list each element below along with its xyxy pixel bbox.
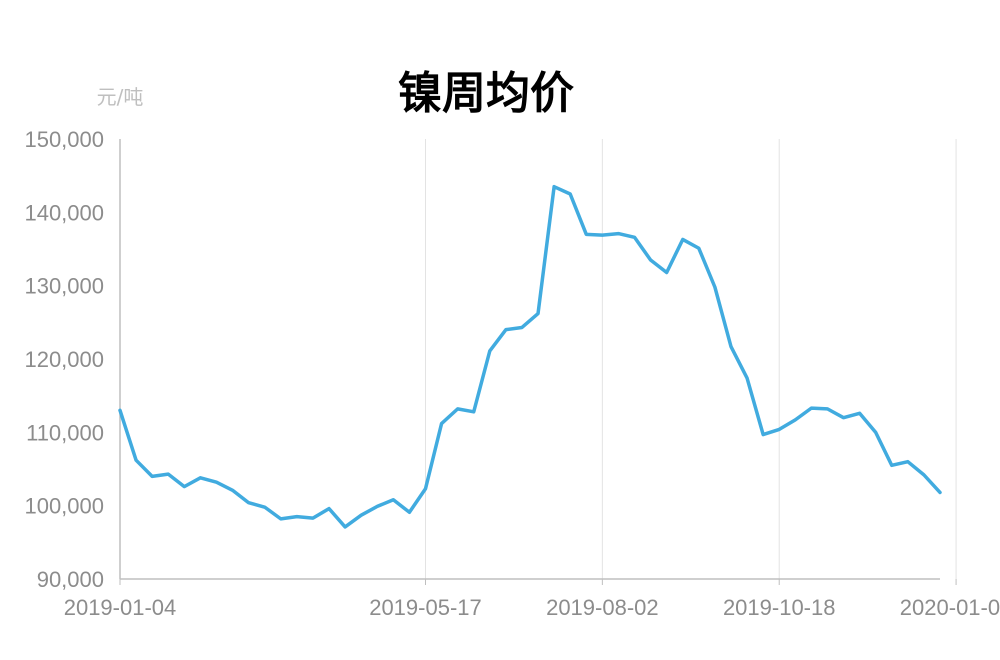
- y-tick-label: 110,000: [26, 420, 104, 445]
- y-tick-label: 100,000: [24, 494, 104, 519]
- y-tick-label: 90,000: [37, 567, 104, 592]
- y-tick-label: 140,000: [24, 200, 104, 225]
- series-layer: [118, 184, 942, 529]
- axes: [119, 139, 957, 585]
- x-tick-label: 2020-01-03: [900, 595, 1000, 620]
- x-tick-label: 2019-10-18: [723, 595, 836, 620]
- x-tick-label: 2019-08-02: [546, 595, 659, 620]
- y-tick-labels: 90,000 100,000 110,000 120,000 130,000 140,00…: [24, 127, 104, 592]
- gridlines: [424, 139, 957, 579]
- y-tick-label: 120,000: [24, 347, 104, 372]
- x-tick-label: 2019-01-04: [64, 595, 177, 620]
- y-tick-label: 150,000: [24, 127, 104, 152]
- x-tick-labels: 2019-01-04 2019-05-17 2019-08-02 2019-10-18…: [64, 595, 1000, 620]
- y-axis-unit-label: 元/吨: [97, 85, 144, 109]
- chart-title: 镍周均价: [398, 68, 574, 119]
- x-tick-label: 2019-05-17: [369, 595, 482, 620]
- y-tick-label: 130,000: [24, 274, 104, 299]
- price-series-line: [118, 184, 942, 529]
